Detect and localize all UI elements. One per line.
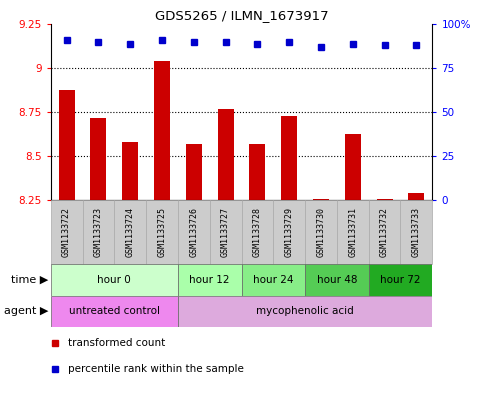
Bar: [249, 144, 265, 200]
Bar: [305, 264, 369, 296]
Text: GSM1133728: GSM1133728: [253, 207, 262, 257]
Bar: [51, 200, 83, 264]
Text: hour 24: hour 24: [253, 275, 294, 285]
Text: GSM1133733: GSM1133733: [412, 207, 421, 257]
Bar: [345, 134, 361, 200]
Bar: [114, 200, 146, 264]
Bar: [178, 264, 242, 296]
Bar: [409, 193, 425, 200]
Bar: [51, 296, 178, 327]
Bar: [210, 200, 242, 264]
Bar: [313, 199, 329, 200]
Bar: [83, 200, 114, 264]
Text: GSM1133723: GSM1133723: [94, 207, 103, 257]
Text: hour 12: hour 12: [189, 275, 230, 285]
Text: hour 72: hour 72: [380, 275, 421, 285]
Text: GSM1133726: GSM1133726: [189, 207, 199, 257]
Bar: [242, 264, 305, 296]
Text: hour 0: hour 0: [98, 275, 131, 285]
Text: GSM1133730: GSM1133730: [316, 207, 326, 257]
Text: GSM1133729: GSM1133729: [284, 207, 294, 257]
Bar: [369, 200, 400, 264]
Bar: [242, 200, 273, 264]
Bar: [51, 264, 178, 296]
Title: GDS5265 / ILMN_1673917: GDS5265 / ILMN_1673917: [155, 9, 328, 22]
Bar: [186, 144, 202, 200]
Bar: [377, 199, 393, 200]
Bar: [146, 200, 178, 264]
Text: GSM1133731: GSM1133731: [348, 207, 357, 257]
Bar: [218, 109, 234, 200]
Text: percentile rank within the sample: percentile rank within the sample: [68, 364, 244, 374]
Bar: [178, 296, 432, 327]
Bar: [337, 200, 369, 264]
Text: GSM1133724: GSM1133724: [126, 207, 135, 257]
Text: untreated control: untreated control: [69, 306, 160, 316]
Text: GSM1133727: GSM1133727: [221, 207, 230, 257]
Bar: [58, 90, 74, 200]
Text: agent ▶: agent ▶: [4, 306, 48, 316]
Bar: [281, 116, 297, 200]
Bar: [154, 61, 170, 200]
Bar: [400, 200, 432, 264]
Text: GSM1133725: GSM1133725: [157, 207, 167, 257]
Text: GSM1133722: GSM1133722: [62, 207, 71, 257]
Bar: [90, 118, 106, 200]
Bar: [273, 200, 305, 264]
Text: transformed count: transformed count: [68, 338, 165, 348]
Text: time ▶: time ▶: [11, 275, 48, 285]
Bar: [305, 200, 337, 264]
Bar: [122, 142, 138, 200]
Bar: [369, 264, 432, 296]
Bar: [178, 200, 210, 264]
Text: mycophenolic acid: mycophenolic acid: [256, 306, 354, 316]
Text: GSM1133732: GSM1133732: [380, 207, 389, 257]
Text: hour 48: hour 48: [317, 275, 357, 285]
